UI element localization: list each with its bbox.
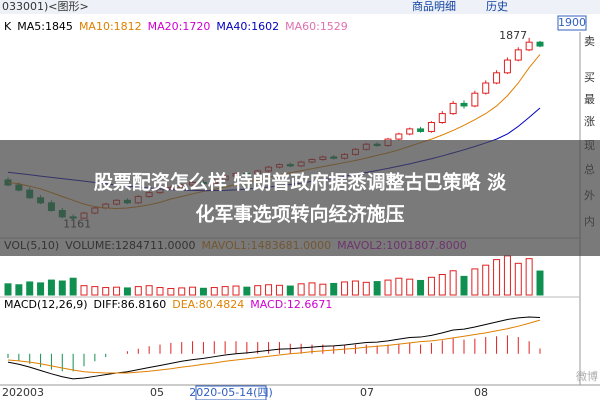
legend-item: MACD(12,26,9)	[4, 298, 88, 311]
volume-bar	[395, 277, 403, 296]
volume-bar	[297, 283, 305, 296]
legend-item: MA20:1720	[148, 20, 211, 33]
candle-body	[514, 49, 522, 61]
volume-bar	[482, 264, 490, 296]
volume-bar	[47, 279, 55, 296]
volume-bar	[330, 282, 338, 296]
candle-body	[493, 72, 501, 84]
legend-item: K	[4, 20, 12, 33]
volume-bar	[417, 279, 425, 296]
volume-bar	[221, 286, 229, 296]
volume-bar	[427, 276, 435, 296]
candle-body	[503, 59, 511, 74]
candle-body	[536, 41, 544, 47]
volume-bar	[514, 262, 522, 296]
volume-bar	[199, 287, 207, 296]
legend-item: MA5:1845	[17, 20, 73, 33]
top-bar	[0, 0, 600, 14]
volume-bar	[384, 279, 392, 296]
volume-bar	[243, 286, 251, 296]
volume-bar	[438, 274, 446, 296]
volume-bar	[254, 285, 262, 296]
volume-bar	[58, 280, 66, 296]
side-label: 涨	[584, 115, 595, 128]
volume-bar	[145, 285, 153, 296]
volume-bar	[91, 286, 99, 296]
legend-item: MACD:12.6671	[250, 298, 332, 311]
candle-body	[417, 128, 425, 132]
volume-bar	[362, 281, 370, 296]
volume-bar	[351, 280, 359, 296]
macd-line	[7, 319, 541, 374]
candle-body	[482, 82, 490, 94]
volume-bar	[80, 285, 88, 296]
candle-body	[395, 133, 403, 140]
volume-bar	[113, 286, 121, 296]
high-label: 1877	[499, 29, 527, 42]
x-axis-label: 2020-05-14(四)	[189, 386, 273, 399]
volume-bar	[15, 284, 23, 296]
watermark: 微博	[576, 369, 598, 383]
side-label: 买	[584, 71, 595, 84]
volume-bar	[156, 287, 164, 296]
volume-bar	[460, 275, 468, 296]
x-axis-label: 07	[360, 386, 374, 399]
volume-bar	[167, 287, 175, 296]
candle-body	[406, 128, 414, 135]
volume-bar	[525, 258, 533, 296]
candle-body	[471, 92, 479, 107]
volume-bar	[178, 287, 186, 296]
legend-item: DEA:80.4824	[172, 298, 244, 311]
x-axis-label: 08	[474, 386, 488, 399]
volume-bar	[341, 281, 349, 296]
banner	[0, 140, 600, 256]
legend-item: MA60:1529	[285, 20, 348, 33]
volume-bar	[37, 282, 45, 296]
volume-bar	[536, 270, 544, 296]
price-box-text: 1900	[558, 16, 586, 29]
volume-bar	[449, 270, 457, 296]
banner-line: 股票配资怎么样 特朗普政府据悉调整古巴策略 淡	[94, 171, 507, 194]
volume-bar	[406, 278, 414, 296]
volume-bar	[265, 284, 273, 296]
volume-bar	[26, 281, 34, 296]
legend-item: MA40:1602	[216, 20, 279, 33]
legend-item: MA10:1812	[79, 20, 142, 33]
x-axis-label: 202003	[2, 386, 44, 399]
side-label: 卖	[584, 35, 595, 48]
volume-bar	[232, 285, 240, 296]
date-box	[195, 385, 267, 400]
volume-bar	[471, 268, 479, 296]
volume-bar	[102, 287, 110, 296]
tab[interactable]: 商品明细	[412, 0, 456, 13]
tab[interactable]: 历史	[486, 0, 508, 13]
price-box	[557, 15, 587, 31]
volume-bar	[134, 286, 142, 296]
volume-bar	[123, 287, 131, 296]
candle-body	[460, 102, 468, 107]
macd-line	[7, 316, 541, 380]
volume-bar	[373, 281, 381, 296]
volume-bar	[4, 283, 12, 296]
volume-bar	[286, 285, 294, 296]
volume-bar	[308, 282, 316, 296]
volume-bar	[275, 284, 283, 296]
volume-bar	[503, 255, 511, 296]
legend-item: DIFF:86.8160	[94, 298, 167, 311]
x-axis-label: 05	[150, 386, 164, 399]
candle-body	[449, 102, 457, 115]
side-label: 最	[584, 93, 595, 106]
candle-body	[427, 122, 435, 132]
volume-bar	[189, 286, 197, 296]
volume-bar	[210, 287, 218, 296]
volume-bar	[493, 259, 501, 296]
volume-bar	[319, 283, 327, 296]
candle-body	[438, 113, 446, 124]
volume-bar	[69, 277, 77, 296]
candle-body	[525, 41, 533, 51]
banner-line: 化军事选项转向经济施压	[195, 203, 404, 226]
stock-code: 033001)<图形>	[2, 0, 89, 13]
